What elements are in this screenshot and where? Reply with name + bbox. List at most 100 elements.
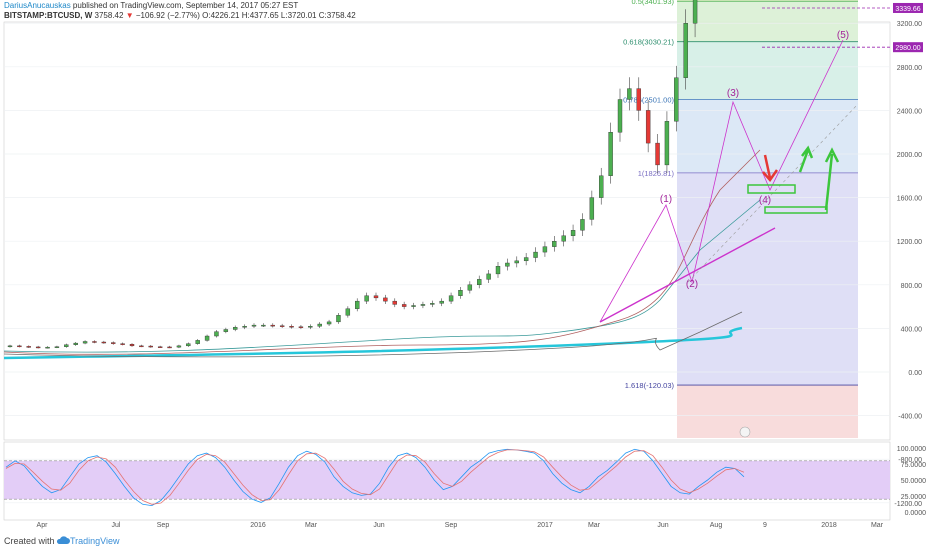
candle-body bbox=[195, 340, 200, 344]
stoch-d-line bbox=[5, 449, 745, 505]
ohlc-line: BITSTAMP:BTCUSD, W 3758.42 ▼ −106.92 (−2… bbox=[4, 11, 356, 20]
price-tick-label: 400.00 bbox=[901, 326, 923, 333]
candle-body bbox=[561, 235, 566, 242]
date-tick-label: 2017 bbox=[537, 522, 553, 529]
candle-body bbox=[167, 346, 172, 349]
candle-body bbox=[279, 325, 285, 327]
price-tick-label: 0.00 bbox=[908, 370, 922, 377]
candle-body bbox=[495, 266, 501, 275]
candle-body bbox=[364, 295, 369, 302]
price-tick-label: 2800.00 bbox=[897, 65, 922, 72]
candle-body bbox=[120, 343, 125, 345]
price-tick-label: -400.00 bbox=[898, 414, 922, 421]
wave-label: (4) bbox=[759, 195, 771, 206]
ma-200-line bbox=[3, 326, 743, 360]
price-tag-label: 3339.66 bbox=[895, 6, 920, 13]
created-with-label: Created with bbox=[4, 536, 55, 546]
candle-body bbox=[73, 342, 78, 345]
candle-body bbox=[383, 297, 388, 302]
candle-body bbox=[176, 345, 182, 348]
date-tick-label: Jul bbox=[112, 522, 121, 529]
candle-body bbox=[233, 327, 238, 330]
publish-line: DariusAnucauskas published on TradingVie… bbox=[4, 1, 298, 10]
symbol-label: BITSTAMP:BTCUSD, W bbox=[4, 11, 93, 20]
price-tag bbox=[893, 42, 923, 53]
candle-body bbox=[467, 284, 473, 291]
candle-body bbox=[599, 175, 604, 198]
candle-body bbox=[298, 326, 304, 328]
candle-body bbox=[355, 300, 360, 309]
candle-body bbox=[552, 240, 557, 247]
ma-50-line bbox=[3, 199, 761, 353]
date-tick-label: Sep bbox=[157, 522, 170, 529]
date-tick-label: Mar bbox=[305, 522, 318, 529]
author-link[interactable]: DariusAnucauskas bbox=[4, 1, 71, 10]
down-arrow-icon: ▼ bbox=[125, 11, 134, 20]
wave-label: (3) bbox=[727, 88, 739, 99]
candle-body bbox=[636, 88, 641, 111]
open-value: O:4226.21 bbox=[202, 11, 240, 20]
date-tick-label: Apr bbox=[37, 522, 49, 529]
candle-body bbox=[505, 262, 510, 267]
chart-header: DariusAnucauskas published on TradingVie… bbox=[0, 0, 932, 22]
projection-line bbox=[687, 103, 859, 283]
price-chart[interactable]: 0(4977.04)0.236(4233.59)0.382(3773.65)0.… bbox=[0, 0, 932, 532]
fib-zone-band bbox=[677, 385, 858, 438]
candle-body bbox=[157, 346, 163, 348]
date-tick-label: Mar bbox=[588, 522, 601, 529]
date-tick-label: 2018 bbox=[821, 522, 837, 529]
stoch-k-line bbox=[5, 448, 745, 507]
tradingview-link[interactable]: TradingView bbox=[70, 536, 120, 546]
candle-body bbox=[514, 260, 519, 264]
low-value: L:3720.01 bbox=[280, 11, 317, 20]
candle-body bbox=[35, 346, 41, 349]
candle-body bbox=[336, 315, 341, 323]
candle-body bbox=[308, 326, 313, 328]
candle-body bbox=[326, 321, 332, 325]
date-tick-label: Mar bbox=[871, 522, 884, 529]
stoch-tick-label: 25.0000 bbox=[901, 494, 926, 501]
elliott-wave-line bbox=[599, 39, 844, 323]
publish-info: published on TradingView.com, September … bbox=[70, 1, 299, 10]
price-tag bbox=[893, 2, 923, 13]
price-tick-label: 2400.00 bbox=[897, 108, 922, 115]
candle-body bbox=[54, 346, 60, 348]
price-tag-label: 2980.00 bbox=[895, 45, 920, 52]
price-tick-label: -800.00 bbox=[898, 457, 922, 464]
tradingview-cloud-icon[interactable] bbox=[56, 535, 70, 545]
candle-body bbox=[392, 300, 397, 305]
candle-body bbox=[242, 326, 247, 328]
candle-body bbox=[148, 345, 153, 348]
candle-body bbox=[251, 324, 257, 327]
date-tick-label: Jun bbox=[657, 522, 668, 529]
candle-body bbox=[589, 197, 595, 220]
stoch-tick-label: 50.0000 bbox=[901, 478, 926, 485]
candle-body bbox=[420, 304, 426, 306]
candle-body bbox=[101, 341, 107, 344]
fib-level-label: 0.5(3401.93) bbox=[631, 0, 674, 6]
high-value: H:4377.65 bbox=[241, 11, 279, 20]
down-arrow-icon bbox=[762, 154, 779, 183]
candle-body bbox=[655, 142, 660, 166]
candle-body bbox=[345, 308, 351, 316]
candle-body bbox=[111, 342, 116, 344]
candle-body bbox=[570, 230, 576, 236]
candle-body bbox=[401, 304, 407, 307]
fib-level-label: 1(1826.81) bbox=[638, 169, 675, 178]
candle-body bbox=[523, 257, 529, 262]
candle-body bbox=[373, 295, 379, 299]
fib-level-label: 0.618(3030.21) bbox=[623, 38, 674, 47]
price-tick-label: -1200.00 bbox=[894, 501, 922, 508]
last-price: 3758.42 bbox=[94, 11, 124, 20]
candle-body bbox=[448, 295, 454, 302]
candle-body bbox=[317, 323, 322, 327]
candle-body bbox=[204, 335, 210, 341]
candle-body bbox=[608, 131, 613, 176]
target-box-upper bbox=[747, 184, 796, 194]
fib-zone-band bbox=[677, 172, 858, 386]
trendline-lower bbox=[599, 227, 776, 323]
candle-body bbox=[92, 341, 97, 343]
fib-zone-band bbox=[677, 1, 858, 42]
up-arrow-icon bbox=[824, 147, 840, 211]
candle-body bbox=[439, 300, 444, 304]
